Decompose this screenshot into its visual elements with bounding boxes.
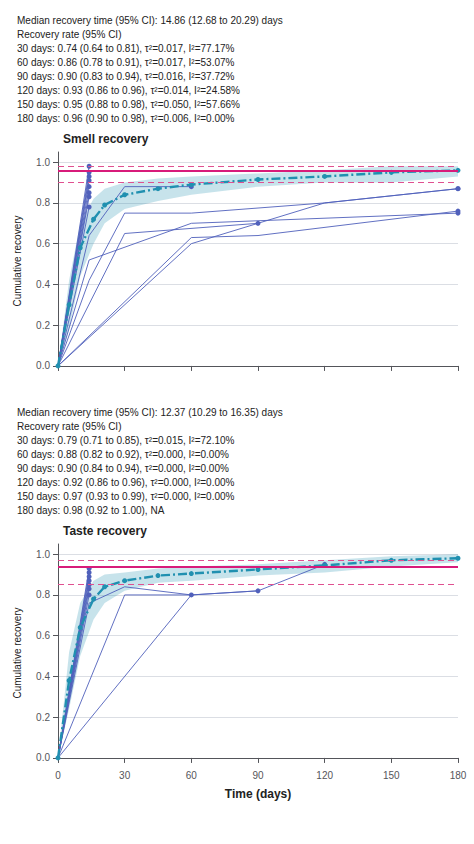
svg-text:Recovery rate (95% CI): Recovery rate (95% CI) <box>17 421 121 432</box>
svg-text:Taste recovery: Taste recovery <box>63 524 147 538</box>
svg-text:30: 30 <box>119 770 131 781</box>
svg-text:0.0: 0.0 <box>36 752 50 763</box>
svg-text:Recovery rate (95% CI): Recovery rate (95% CI) <box>17 29 121 40</box>
svg-text:60 days: 0.86 (0.78 to 0.91),: 60 days: 0.86 (0.78 to 0.91), τ²=0.017, … <box>17 57 235 68</box>
svg-text:0.0: 0.0 <box>36 360 50 371</box>
svg-text:60 days: 0.88 (0.82 to 0.92),: 60 days: 0.88 (0.82 to 0.92), τ²=0.000, … <box>17 449 229 460</box>
svg-text:180: 180 <box>450 770 467 781</box>
svg-text:120 days: 0.92 (0.86 to 0.96),: 120 days: 0.92 (0.86 to 0.96), τ²=0.000,… <box>17 477 235 488</box>
svg-text:90 days: 0.90 (0.84 to 0.94),: 90 days: 0.90 (0.84 to 0.94), τ²=0.000, … <box>17 463 229 474</box>
svg-text:0.6: 0.6 <box>36 630 50 641</box>
svg-text:150 days: 0.97 (0.93 to 0.99),: 150 days: 0.97 (0.93 to 0.99), τ²=0.000,… <box>17 491 235 502</box>
svg-text:30 days: 0.79 (0.71 to 0.85),: 30 days: 0.79 (0.71 to 0.85), τ²=0.015, … <box>17 435 235 446</box>
svg-text:150 days: 0.95 (0.88 to 0.98),: 150 days: 0.95 (0.88 to 0.98), τ²=0.050,… <box>17 99 240 110</box>
svg-text:60: 60 <box>186 770 198 781</box>
svg-text:120 days: 0.93 (0.86 to 0.96),: 120 days: 0.93 (0.86 to 0.96), τ²=0.014,… <box>17 85 240 96</box>
svg-text:0: 0 <box>55 770 61 781</box>
svg-text:1.0: 1.0 <box>36 157 50 168</box>
svg-text:90 days: 0.90 (0.83 to 0.94),: 90 days: 0.90 (0.83 to 0.94), τ²=0.016, … <box>17 71 235 82</box>
svg-text:0.8: 0.8 <box>36 589 50 600</box>
svg-text:Time (days): Time (days) <box>225 787 291 801</box>
svg-text:Median recovery time (95% CI):: Median recovery time (95% CI): 12.37 (10… <box>17 407 283 418</box>
svg-text:150: 150 <box>383 770 400 781</box>
svg-text:Median recovery time (95% CI):: Median recovery time (95% CI): 14.86 (12… <box>17 15 283 26</box>
svg-text:180 days: 0.96 (0.90 to 0.98),: 180 days: 0.96 (0.90 to 0.98), τ²=0.006,… <box>17 113 235 124</box>
svg-text:Cumulative recovery: Cumulative recovery <box>12 607 23 698</box>
svg-text:0.6: 0.6 <box>36 238 50 249</box>
svg-text:0.4: 0.4 <box>36 279 50 290</box>
svg-text:30 days: 0.74 (0.64 to 0.81),: 30 days: 0.74 (0.64 to 0.81), τ²=0.017, … <box>17 43 235 54</box>
svg-text:Cumulative recovery: Cumulative recovery <box>12 215 23 306</box>
svg-text:Smell recovery: Smell recovery <box>63 132 149 146</box>
svg-text:0.2: 0.2 <box>36 320 50 331</box>
svg-text:120: 120 <box>316 770 333 781</box>
svg-text:90: 90 <box>252 770 264 781</box>
svg-text:0.4: 0.4 <box>36 671 50 682</box>
svg-text:180 days: 0.98 (0.92 to 1.00),: 180 days: 0.98 (0.92 to 1.00), NA <box>17 505 165 516</box>
svg-text:1.0: 1.0 <box>36 549 50 560</box>
svg-text:0.8: 0.8 <box>36 197 50 208</box>
svg-text:0.2: 0.2 <box>36 712 50 723</box>
